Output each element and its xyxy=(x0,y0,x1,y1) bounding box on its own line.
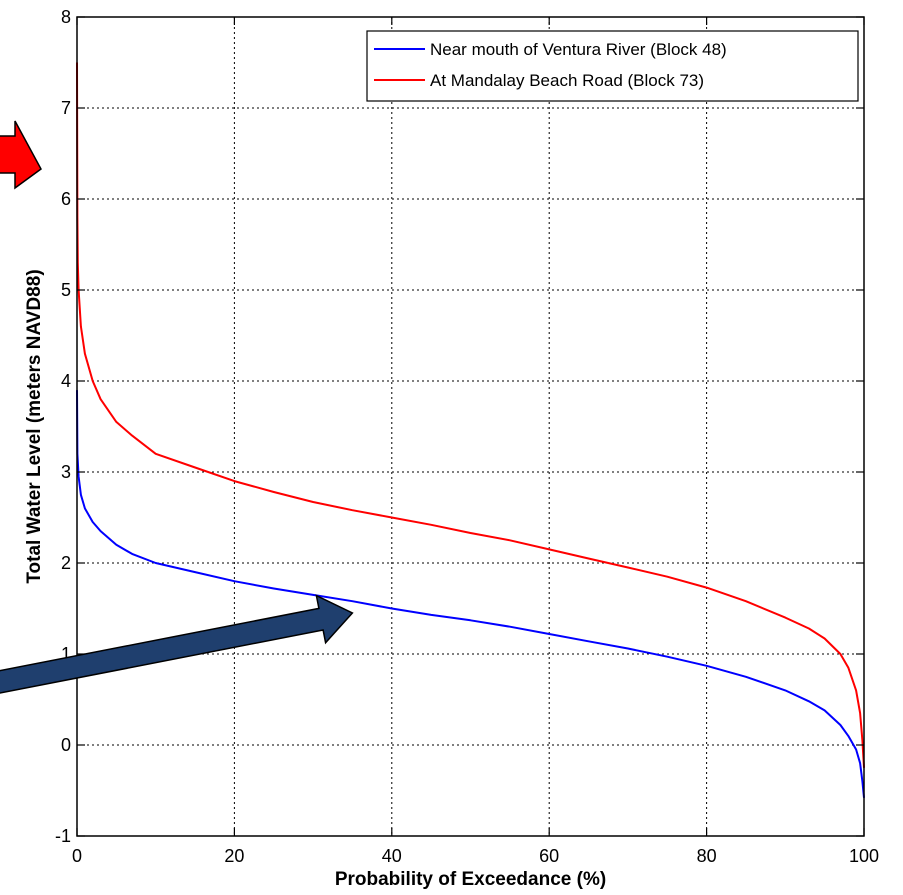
y-axis-label: Total Water Level (meters NAVD88) xyxy=(24,269,45,583)
legend-box xyxy=(366,30,859,102)
legend-entry: Near mouth of Ventura River (Block 48) xyxy=(430,40,727,59)
x-tick-label: 20 xyxy=(224,846,244,866)
series-group xyxy=(76,62,865,798)
y-tick-label: 3 xyxy=(61,462,71,482)
y-tick-label: 1 xyxy=(61,644,71,664)
y-tick-label: 0 xyxy=(61,735,71,755)
series-line-1 xyxy=(76,390,865,798)
x-tick-label: 60 xyxy=(539,846,559,866)
y-tick-label: 8 xyxy=(61,7,71,27)
legend: Near mouth of Ventura River (Block 48) At… xyxy=(366,30,859,102)
y-tick-label: 7 xyxy=(61,98,71,118)
y-tick-label: -1 xyxy=(55,826,71,846)
series-line-2 xyxy=(76,62,865,768)
x-axis-label: Probability of Exceedance (%) xyxy=(335,869,606,890)
y-tick-label: 2 xyxy=(61,553,71,573)
x-tick-label: 80 xyxy=(697,846,717,866)
grid xyxy=(77,17,864,836)
blue-arrow-annotation xyxy=(0,594,354,694)
x-tick-label: 100 xyxy=(849,846,879,866)
y-tick-label: 6 xyxy=(61,189,71,209)
x-tick-label: 0 xyxy=(72,846,82,866)
red-arrow-annotation xyxy=(0,120,42,190)
legend-entry: At Mandalay Beach Road (Block 73) xyxy=(430,71,704,90)
y-tick-label: 5 xyxy=(61,280,71,300)
plot-frame xyxy=(76,16,865,837)
y-tick-label: 4 xyxy=(61,371,71,391)
x-tick-label: 40 xyxy=(382,846,402,866)
